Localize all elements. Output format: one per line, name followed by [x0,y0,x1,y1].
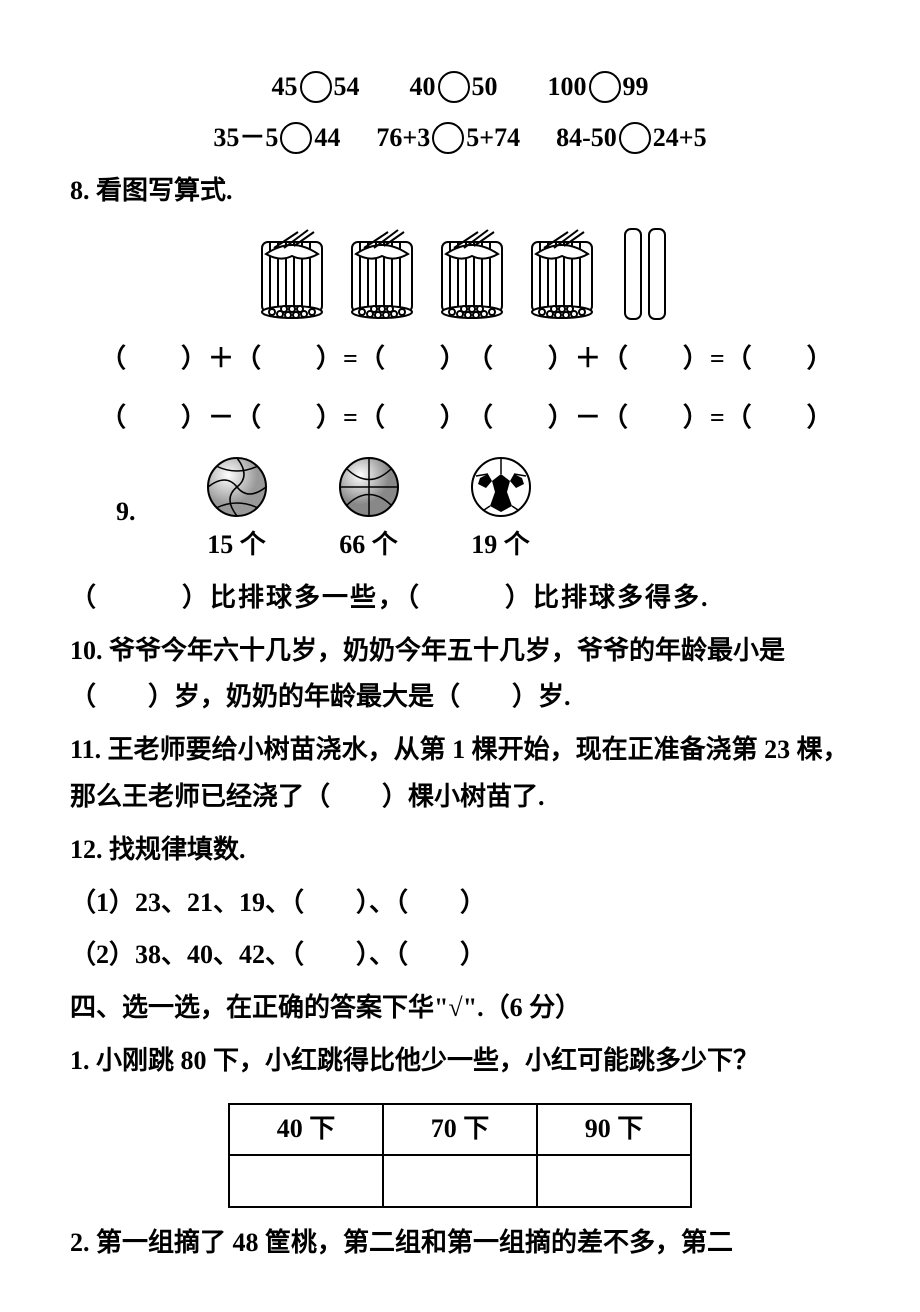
compare-left: 84-50 [556,115,617,162]
compare-circle[interactable] [280,122,312,154]
compare-right: 24+5 [653,115,707,162]
compare-left: 35－5 [213,115,278,162]
compare-row-1: 45 54 40 50 100 99 [70,64,850,111]
options-table: 40 下 70 下 90 下 [228,1103,692,1208]
compare-circle[interactable] [589,71,621,103]
compare-row-2: 35－5 44 76+3 5+74 84-50 24+5 [70,115,850,162]
equation[interactable]: （ ）－（ ）=（ ） [467,395,834,442]
compare-item: 100 99 [548,64,649,111]
bundles-row [70,224,850,320]
compare-item: 84-50 24+5 [556,115,707,162]
equation[interactable]: （ ）－（ ）=（ ） [100,395,467,442]
stick-icon [624,228,642,320]
answer-cell[interactable] [383,1155,537,1207]
equation-rows: （ ）＋（ ）=（ ） （ ）＋（ ）=（ ） （ ）－（ ）=（ ） （ ）－… [100,336,820,442]
compare-item: 35－5 44 [213,115,340,162]
q12-line2[interactable]: （2）38、40、42、（ ）、（ ） [70,932,850,979]
compare-circle[interactable] [619,122,651,154]
ball-label: 15 个 [207,522,266,569]
q10-text[interactable]: 10. 爷爷今年六十几岁，奶奶今年五十几岁，爷爷的年龄最小是（ ）岁，奶奶的年龄… [70,628,850,722]
answer-cell[interactable] [537,1155,691,1207]
compare-right: 50 [472,64,498,111]
compare-left: 40 [410,64,436,111]
q11-text[interactable]: 11. 王老师要给小树苗浇水，从第 1 棵开始，现在正准备浇第 23 棵，那么王… [70,727,850,821]
q9-number: 9. [116,489,136,536]
compare-right: 5+74 [466,115,520,162]
compare-circle[interactable] [432,122,464,154]
q12-line1[interactable]: （1）23、21、19、（ ）、（ ） [70,880,850,927]
stick-icon [648,228,666,320]
equation[interactable]: （ ）＋（ ）=（ ） [467,336,834,383]
section4-title: 四、选一选，在正确的答案下华"√".（6 分） [70,985,850,1032]
q8-title: 8. 看图写算式. [70,168,850,215]
q9-row: 9. 15 个 66 个 [110,456,850,569]
equation[interactable]: （ ）＋（ ）=（ ） [100,336,467,383]
q9-text[interactable]: （ ）比排球多一些，（ ）比排球多得多. [70,575,850,622]
option-cell: 40 下 [229,1104,383,1155]
compare-item: 40 50 [410,64,498,111]
compare-item: 76+3 5+74 [376,115,520,162]
option-cell: 90 下 [537,1104,691,1155]
compare-right: 54 [334,64,360,111]
ball-label: 19 个 [471,522,530,569]
soccer-icon [470,456,532,518]
bundle-icon [434,224,510,320]
q12-title: 12. 找规律填数. [70,827,850,874]
s4-q1: 1. 小刚跳 80 下，小红跳得比他少一些，小红可能跳多少下？ [70,1038,850,1085]
compare-left: 45 [272,64,298,111]
compare-right: 99 [623,64,649,111]
compare-left: 100 [548,64,587,111]
compare-circle[interactable] [438,71,470,103]
compare-item: 45 54 [272,64,360,111]
basketball-icon [338,456,400,518]
compare-circle[interactable] [300,71,332,103]
ball-basketball: 66 个 [338,456,400,569]
s4-q2: 2. 第一组摘了 48 筐桃，第二组和第一组摘的差不多，第二 [70,1220,850,1267]
table-row: 40 下 70 下 90 下 [229,1104,691,1155]
answer-cell[interactable] [229,1155,383,1207]
ball-volleyball: 15 个 [206,456,268,569]
bundle-icon [344,224,420,320]
ball-soccer: 19 个 [470,456,532,569]
bundle-icon [254,224,330,320]
loose-sticks [624,228,666,320]
table-row [229,1155,691,1207]
option-cell: 70 下 [383,1104,537,1155]
volleyball-icon [206,456,268,518]
ball-label: 66 个 [339,522,398,569]
compare-right: 44 [314,115,340,162]
bundle-icon [524,224,600,320]
compare-left: 76+3 [376,115,430,162]
